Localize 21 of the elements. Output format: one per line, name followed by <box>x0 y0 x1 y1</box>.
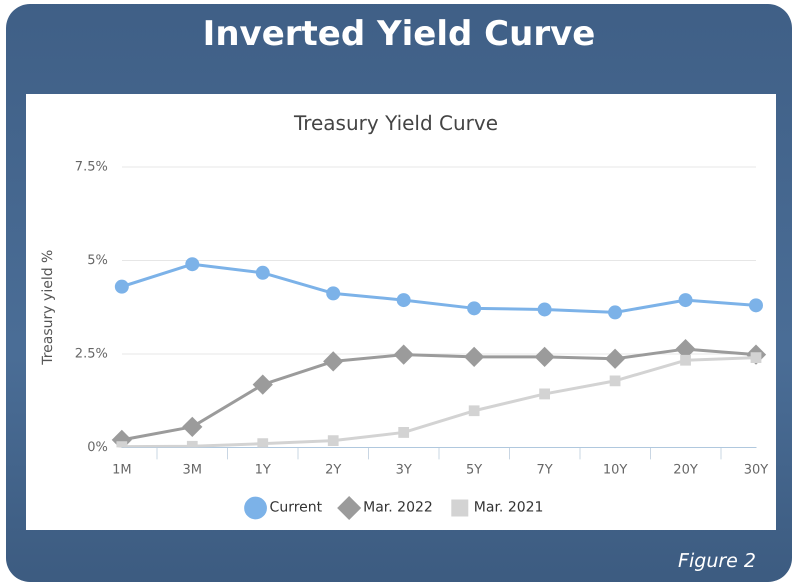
y-tick-label: 7.5% <box>74 159 108 174</box>
caption: Figure 2 <box>678 550 756 572</box>
y-tick-label: 2.5% <box>74 346 108 362</box>
legend-label: Current <box>270 500 323 516</box>
x-tick-label: 2Y <box>325 462 342 478</box>
chart-subtitle: Treasury Yield Curve <box>292 111 498 136</box>
y-axis-title: Treasury yield % <box>40 250 56 366</box>
x-tick-label: 3Y <box>396 462 412 478</box>
x-tick-label: 5Y <box>466 462 482 478</box>
x-tick-label: 3M <box>182 462 202 478</box>
y-tick-label: 5% <box>87 252 108 268</box>
x-tick-label: 1Y <box>254 462 271 478</box>
legend-label: Mar. 2022 <box>363 500 433 516</box>
legend-label: Mar. 2021 <box>474 500 544 516</box>
x-tick-label: 10Y <box>602 462 628 478</box>
y-tick-label: 0% <box>87 440 108 455</box>
chart-title: Inverted Yield Curve <box>202 14 596 54</box>
x-tick-label: 30Y <box>744 462 768 478</box>
x-tick-label: 1M <box>112 462 132 478</box>
x-tick-label: 20Y <box>673 462 698 478</box>
x-tick-label: 7Y <box>536 462 553 478</box>
